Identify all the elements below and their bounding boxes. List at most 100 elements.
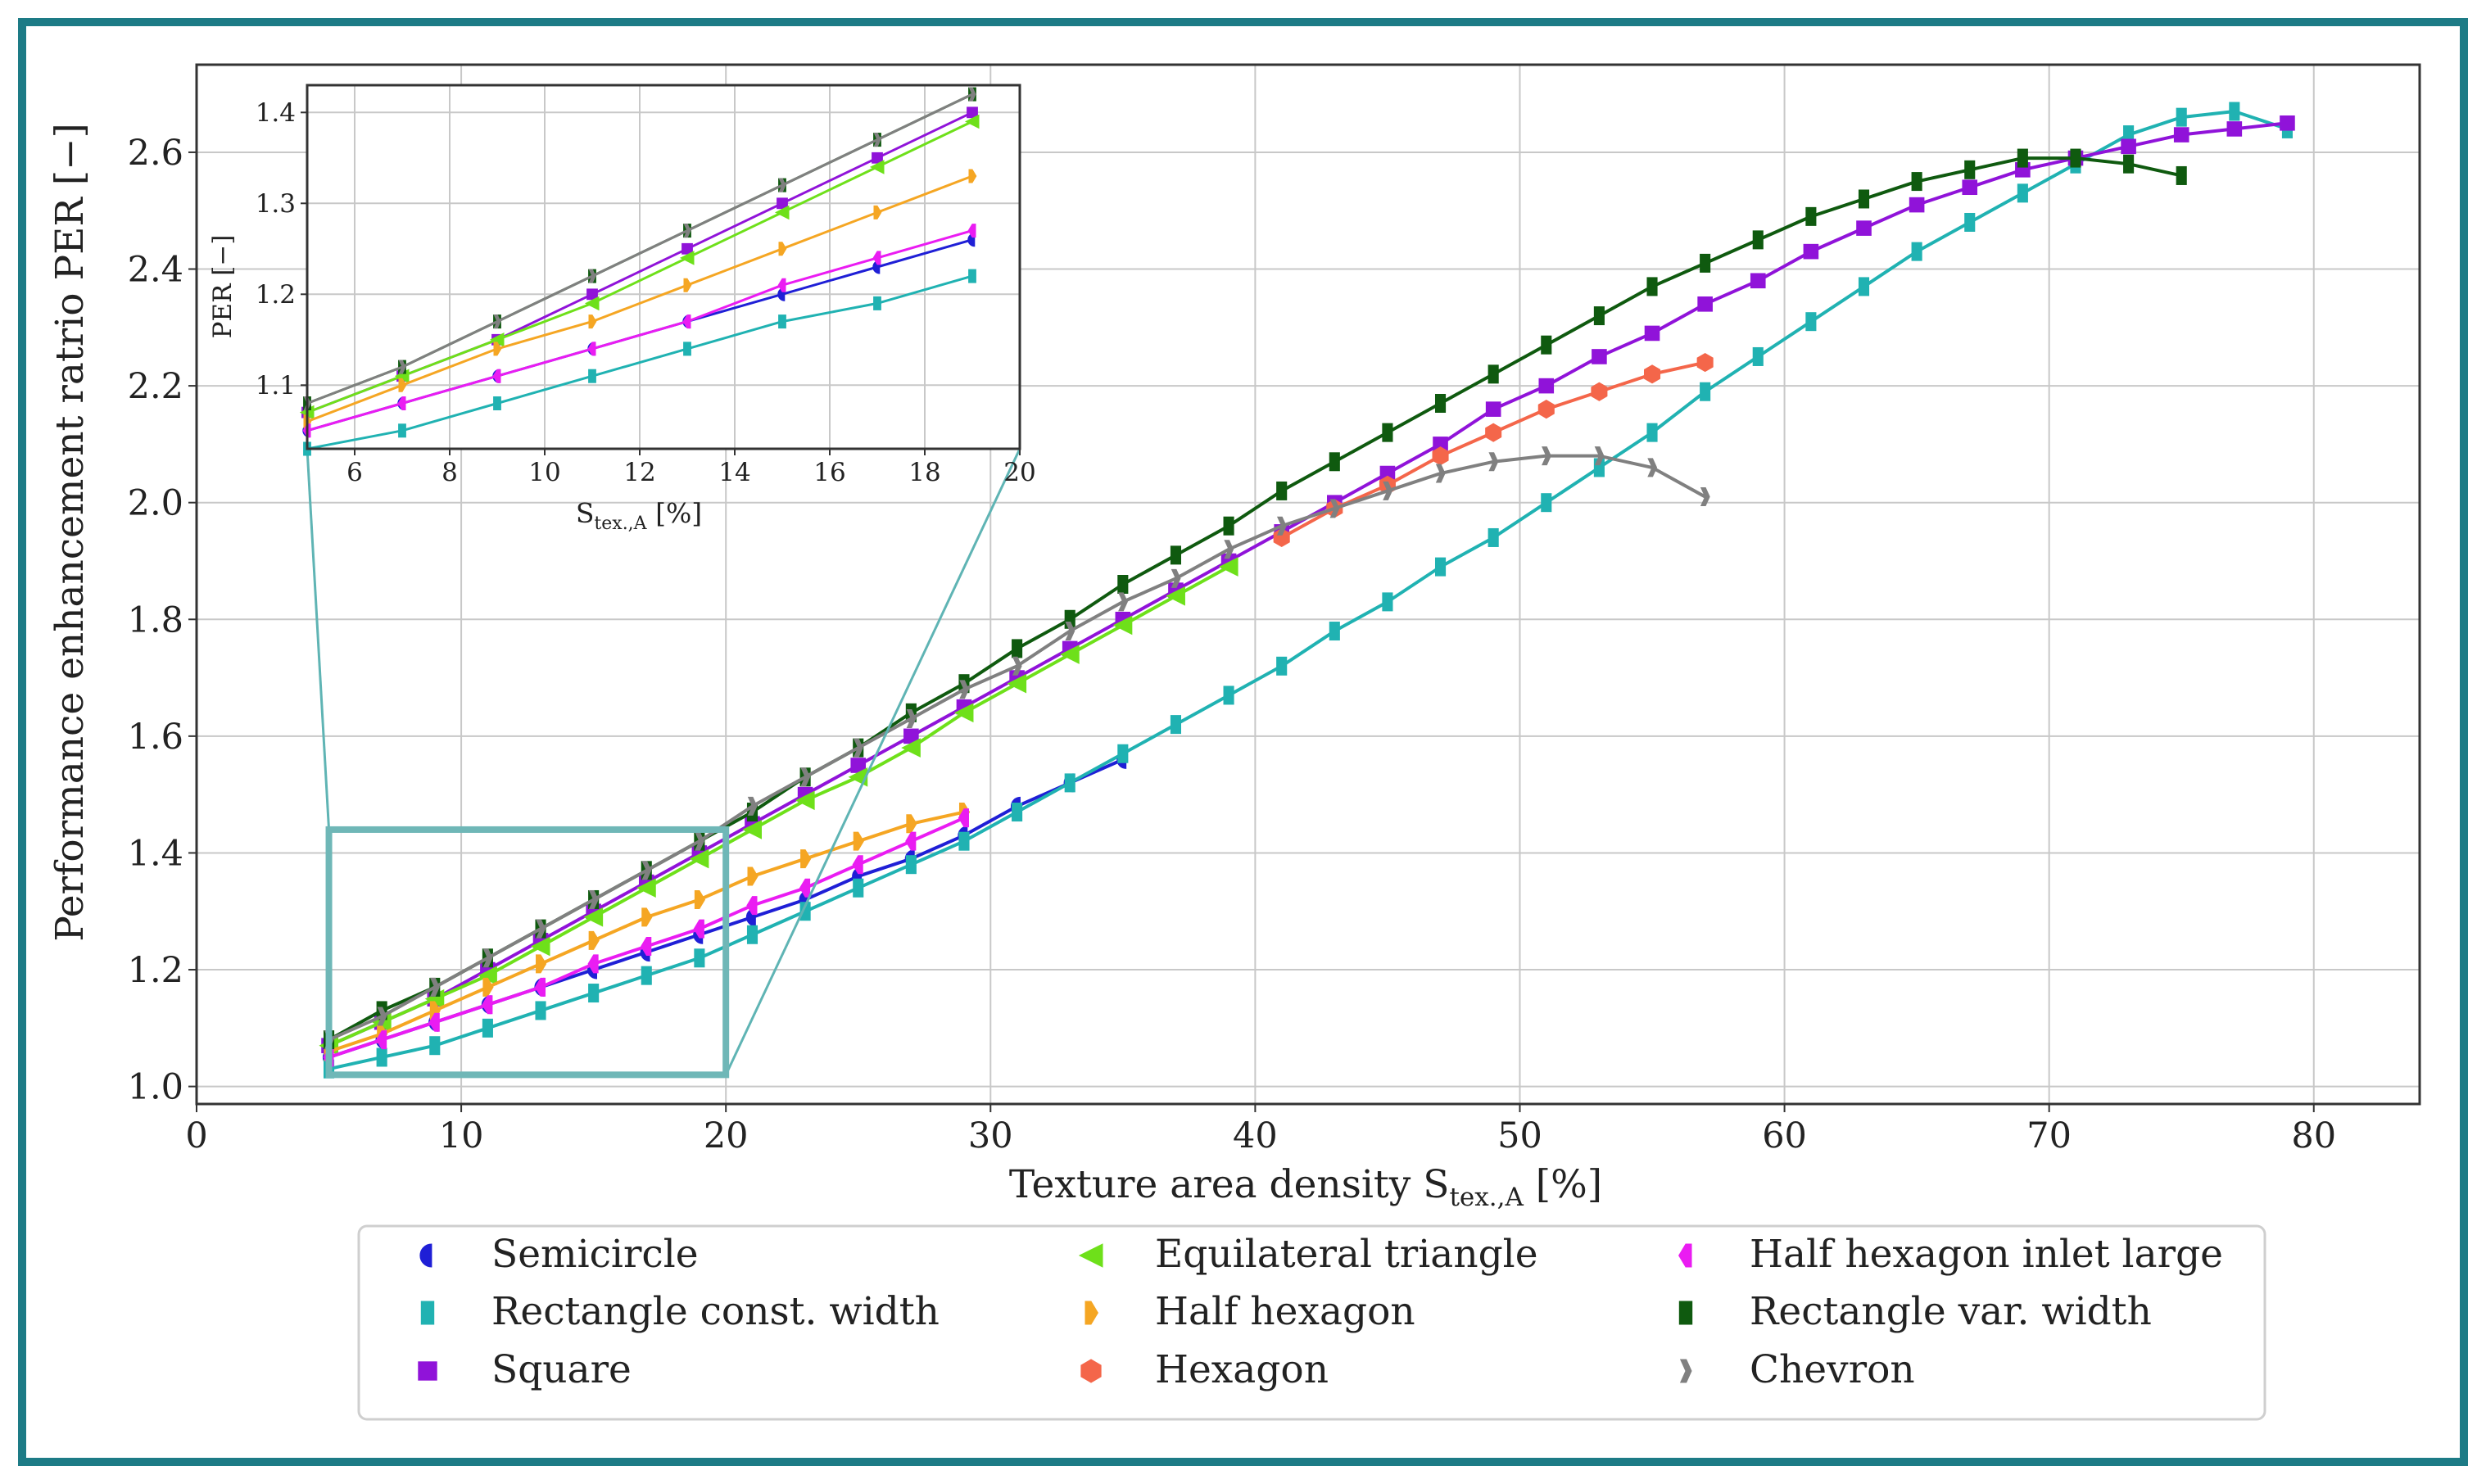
data-point-chevron [1542, 446, 1551, 466]
data-point-hexagon [1432, 446, 1449, 466]
data-point-chevron [959, 680, 970, 699]
zoom-connector-right [724, 448, 1021, 1075]
data-point-half-hexagon [641, 907, 653, 927]
data-point-rectangle-var-width [1593, 306, 1605, 326]
data-point-rectangle-var-width [1223, 516, 1234, 536]
data-point-chevron [873, 133, 881, 147]
legend-marker-rectangle-var-width [1678, 1301, 1693, 1325]
legend-label: Square [491, 1347, 632, 1392]
data-point-square [1803, 243, 1819, 260]
data-point-square [1644, 325, 1660, 342]
legend-items: Semicircle Equilateral triangle Half hexag… [418, 1232, 2223, 1392]
data-point-square [967, 106, 978, 119]
legend-item-half-hexagon-inlet-large: Half hexagon inlet large [1678, 1232, 2223, 1277]
x-tick-label: 18 [908, 458, 940, 487]
main-tick-labels: 0 10 20 30 40 50 60 70 80 1.0 1.2 1.4 1.6 1.8 2.0 2.2 2.… [128, 133, 2337, 1156]
data-point-square [586, 288, 598, 301]
data-point-equilateral-triangle [901, 738, 921, 758]
data-point-chevron [1594, 446, 1605, 466]
x-tick-label: 16 [813, 458, 845, 487]
data-point-rectangle-const-width [1752, 346, 1764, 366]
y-tick-label: 2.4 [128, 250, 183, 291]
data-point-rectangle-const-width [694, 948, 705, 968]
data-point-half-hexagon-inlet-large [397, 396, 406, 410]
legend-marker-equilateral-triangle [1078, 1243, 1103, 1268]
data-point-half-hexagon-inlet-large [693, 919, 704, 939]
x-tick-label: 60 [1762, 1115, 1807, 1156]
data-point-chevron [1647, 458, 1658, 477]
data-point-half-hexagon-inlet-large [492, 369, 501, 383]
series-line-half-hexagon [328, 810, 965, 1053]
data-point-half-hexagon-inlet-large [746, 896, 758, 916]
data-point-rectangle-const-width [429, 1036, 441, 1056]
inset-series-group [299, 87, 980, 456]
data-point-rectangle-var-width [1012, 639, 1023, 658]
data-point-rectangle-const-width [1223, 685, 1234, 705]
data-point-rectangle-var-width [1911, 172, 1922, 192]
data-point-rectangle-const-width [2017, 183, 2028, 203]
data-point-rectangle-var-width [1170, 545, 1182, 565]
data-point-chevron [747, 796, 758, 816]
legend-label: Semicircle [491, 1232, 699, 1277]
data-point-rectangle-var-width [2070, 148, 2081, 168]
data-point-half-hexagon-inlet-large [587, 954, 599, 974]
data-point-rectangle-const-width [853, 878, 864, 898]
data-point-rectangle-var-width [1646, 277, 1658, 296]
data-point-half-hexagon-inlet-large [777, 278, 786, 292]
legend-marker-semicircle [419, 1243, 432, 1268]
data-point-rectangle-var-width [1541, 335, 1552, 355]
data-point-half-hexagon [493, 342, 502, 356]
series-half-hexagon [303, 169, 977, 429]
data-point-half-hexagon-inlet-large [958, 808, 969, 828]
data-point-square [1592, 349, 1607, 364]
inset-x-axis-label: Stex.,A [%] [576, 497, 702, 534]
x-tick-label: 6 [346, 458, 363, 487]
data-point-rectangle-const-width [641, 966, 652, 985]
x-tick-label: 14 [718, 458, 750, 487]
y-tick-label: 1.4 [256, 98, 296, 128]
data-point-chevron [1329, 499, 1340, 518]
series-half-hexagon [324, 803, 971, 1061]
legend-label: Rectangle const. width [491, 1289, 940, 1334]
data-point-equilateral-triangle [1112, 615, 1133, 636]
data-point-half-hexagon-inlet-large [482, 995, 493, 1015]
data-point-chevron [854, 738, 863, 758]
data-point-half-hexagon [536, 954, 547, 974]
series-line-equilateral-triangle [306, 120, 973, 414]
x-tick-label: 12 [623, 458, 655, 487]
data-point-chevron [1700, 487, 1710, 507]
data-point-rectangle-const-width [376, 1047, 387, 1067]
x-tick-label: 80 [2291, 1115, 2336, 1156]
y-tick-label: 1.6 [128, 717, 183, 758]
data-point-equilateral-triangle [1218, 557, 1238, 577]
y-tick-label: 2.2 [128, 366, 183, 407]
data-point-half-hexagon [398, 378, 407, 392]
series-line-chevron [306, 93, 973, 405]
data-point-rectangle-const-width [1117, 744, 1129, 763]
legend-marker-square [418, 1361, 437, 1381]
legend-label: Equilateral triangle [1155, 1232, 1538, 1277]
series-line-hexagon [1280, 360, 1706, 540]
series-half-hexagon-inlet-large [302, 224, 976, 438]
data-point-rectangle-const-width [778, 314, 786, 329]
x-tick-label: 10 [439, 1115, 484, 1156]
data-point-square [777, 197, 788, 210]
inset-x-label-symbol: S [576, 497, 595, 529]
data-point-square [2121, 138, 2136, 155]
y-tick-label: 1.3 [256, 189, 296, 219]
data-point-rectangle-const-width [482, 1018, 493, 1038]
data-point-equilateral-triangle [530, 936, 550, 957]
data-point-rectangle-const-width [1911, 242, 1922, 261]
x-tick-label: 20 [704, 1115, 749, 1156]
data-point-half-hexagon [873, 205, 882, 219]
data-point-half-hexagon [906, 814, 917, 834]
data-point-chevron [641, 861, 652, 880]
data-point-rectangle-const-width [1329, 622, 1340, 641]
data-point-half-hexagon-inlet-large [852, 855, 863, 875]
zoom-connector-left [306, 448, 331, 830]
data-point-hexagon [1485, 423, 1502, 442]
data-point-rectangle-var-width [1434, 393, 1447, 413]
data-point-half-hexagon-inlet-large [375, 1030, 387, 1050]
legend-item-rectangle-const-width: Rectangle const. width [420, 1289, 940, 1334]
